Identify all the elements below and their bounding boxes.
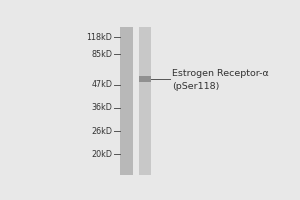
Text: 26kD: 26kD: [92, 127, 112, 136]
Text: 47kD: 47kD: [92, 80, 112, 89]
Bar: [139, 27, 152, 175]
Text: 118kD: 118kD: [86, 33, 112, 42]
Text: Estrogen Receptor-α: Estrogen Receptor-α: [172, 69, 269, 78]
Bar: [120, 27, 133, 175]
Text: 36kD: 36kD: [92, 103, 112, 112]
Text: 85kD: 85kD: [92, 50, 112, 59]
Text: 20kD: 20kD: [92, 150, 112, 159]
Text: (pSer118): (pSer118): [172, 82, 220, 91]
Bar: [139, 76, 152, 82]
